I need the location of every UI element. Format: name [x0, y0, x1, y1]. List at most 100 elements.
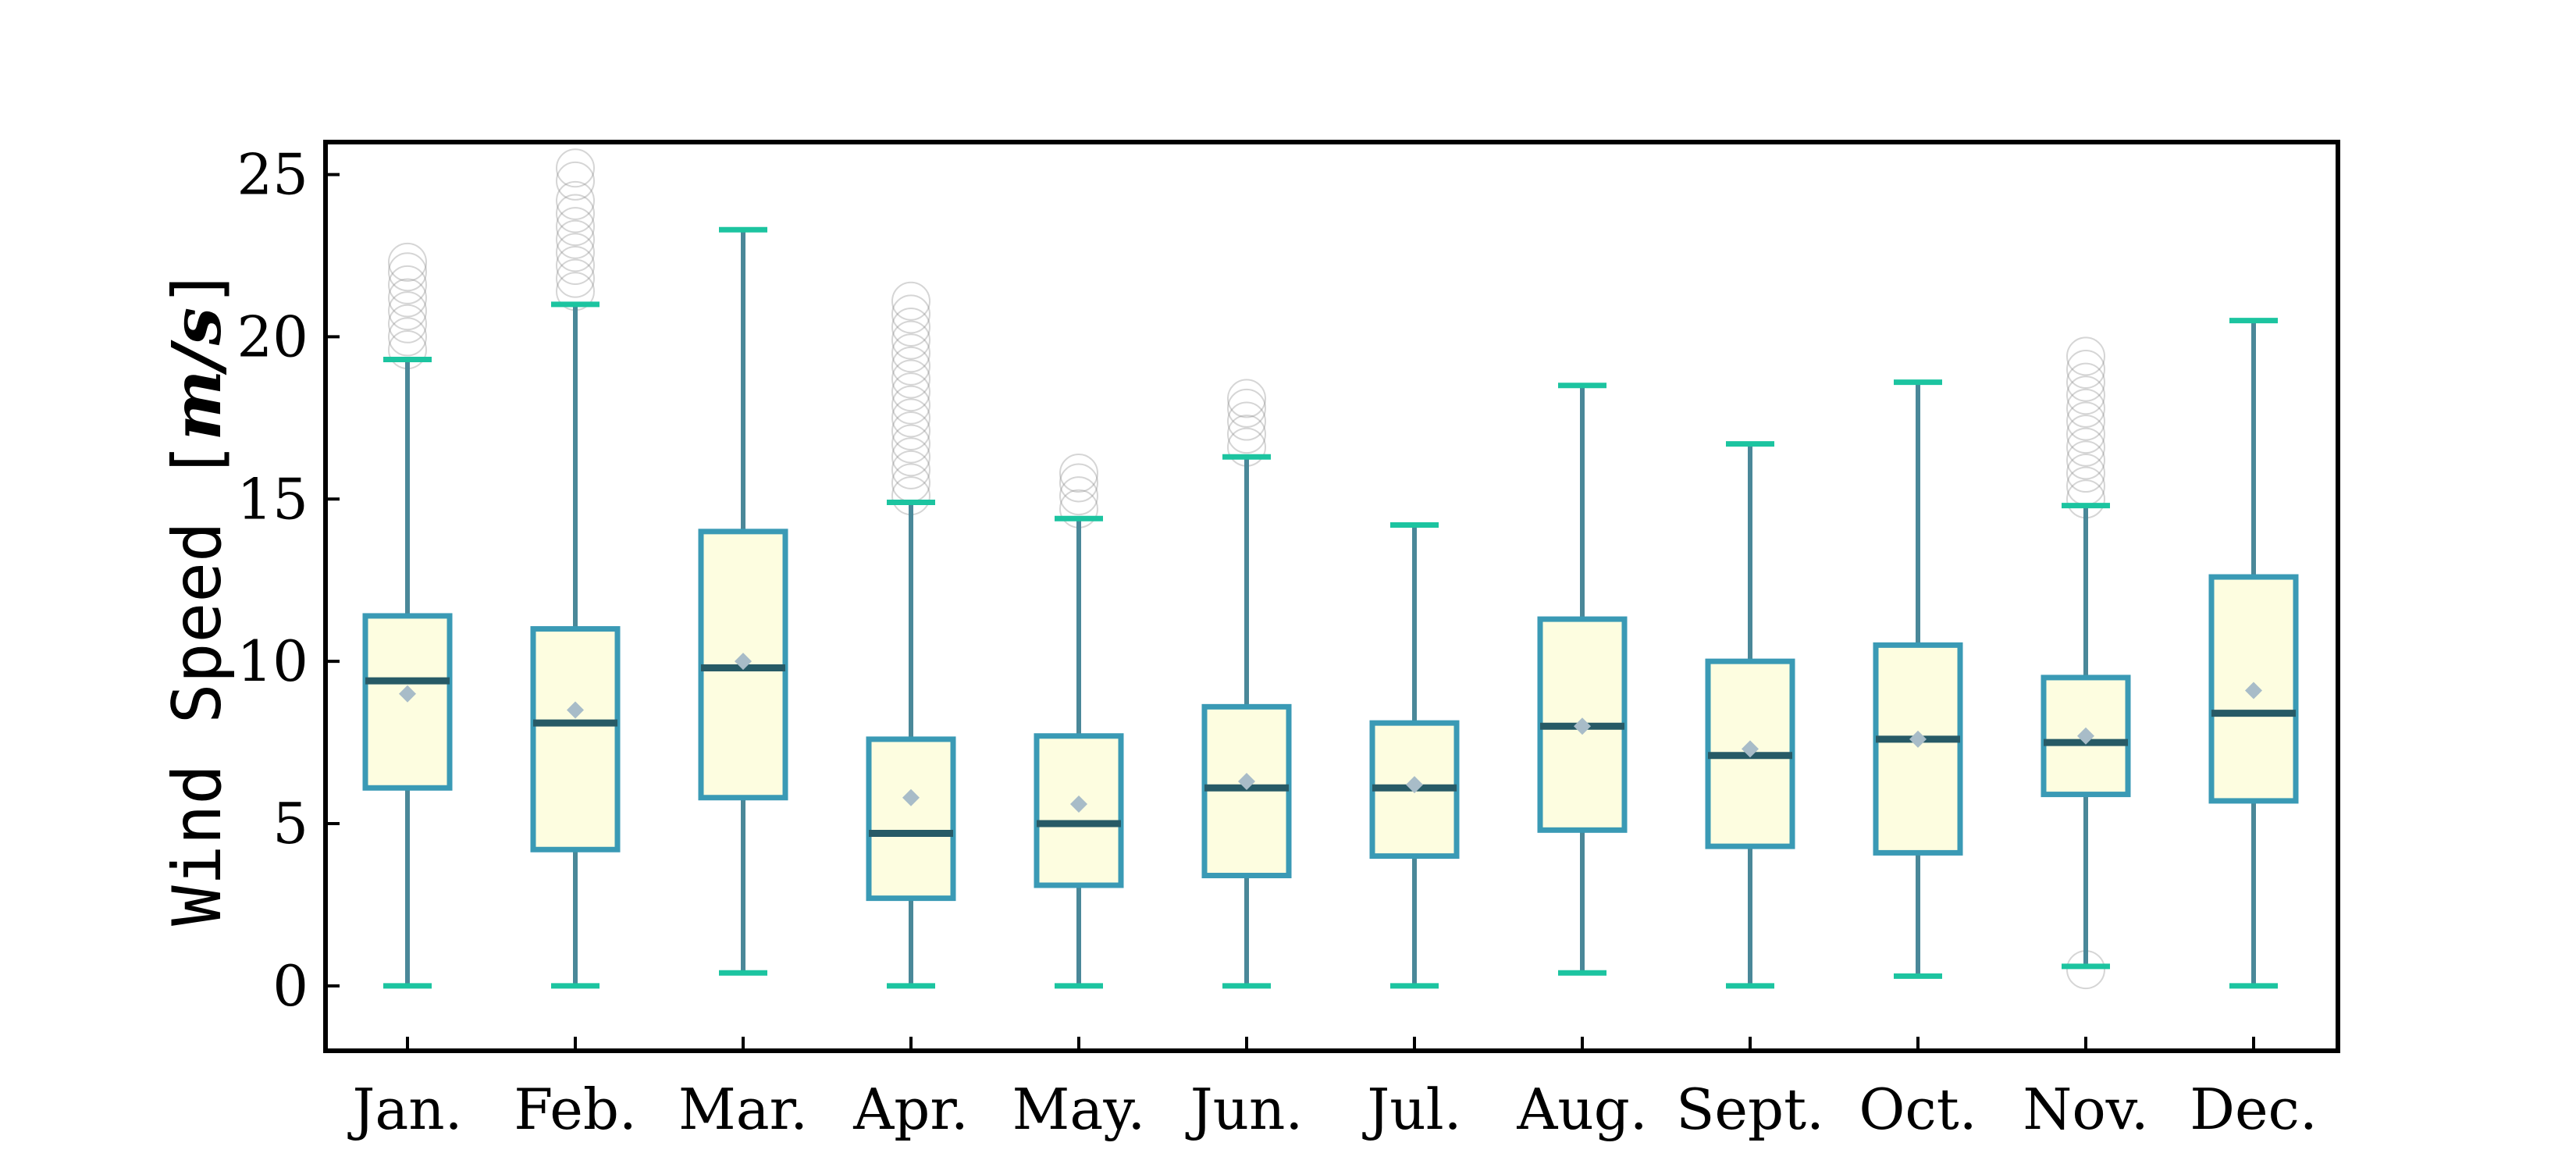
- mean-marker: [902, 788, 920, 806]
- outlier-point: [556, 233, 595, 272]
- iqr-box: [530, 626, 621, 852]
- iqr-box: [866, 736, 956, 902]
- box-group-jun: [1201, 379, 1292, 989]
- x-tick-label: Mar.: [678, 1077, 808, 1142]
- x-tick-label: Dec.: [2190, 1077, 2318, 1142]
- mean-marker: [1909, 730, 1927, 748]
- x-tick-label: Nov.: [2023, 1077, 2148, 1142]
- outlier-point: [388, 291, 427, 331]
- mean-marker: [1574, 717, 1591, 735]
- outlier-point: [891, 372, 930, 412]
- outlier-point: [891, 398, 930, 438]
- x-tick-label: Oct.: [1859, 1077, 1976, 1142]
- outlier-point: [556, 207, 595, 247]
- box-group-may: [1034, 454, 1124, 989]
- outlier-point: [891, 359, 930, 399]
- x-tick-label: Jun.: [1185, 1077, 1304, 1142]
- y-tick-label: 15: [237, 466, 308, 532]
- plot-frame: [323, 140, 2340, 1053]
- mean-marker: [2245, 682, 2262, 699]
- outlier-point: [891, 281, 930, 321]
- outlier-point: [891, 346, 930, 386]
- outlier-point: [891, 320, 930, 360]
- x-tick-label: Apr.: [852, 1077, 968, 1142]
- outlier-point: [2066, 440, 2105, 480]
- outlier-point: [2066, 362, 2105, 402]
- box-group-oct: [1873, 379, 1963, 979]
- x-tick-label: Feb.: [514, 1077, 637, 1142]
- outlier-point: [556, 258, 595, 298]
- y-axis-label-text: Wind Speed [: [158, 441, 237, 926]
- mean-marker: [1742, 740, 1759, 758]
- outlier-point: [1227, 379, 1266, 418]
- outlier-point: [891, 385, 930, 425]
- outlier-point: [891, 307, 930, 347]
- outlier-point: [2066, 350, 2105, 389]
- outlier-point: [891, 294, 930, 334]
- outlier-point: [556, 245, 595, 285]
- mean-marker: [399, 685, 416, 703]
- y-tick-label: 5: [272, 791, 308, 856]
- outlier-point: [556, 148, 595, 188]
- mean-marker: [567, 701, 584, 719]
- outlier-point: [1059, 476, 1098, 516]
- outlier-point: [388, 265, 427, 304]
- y-tick-label: 0: [272, 953, 308, 1019]
- outlier-point: [388, 252, 427, 292]
- mean-marker: [735, 653, 752, 671]
- outlier-point: [2066, 454, 2105, 493]
- outlier-point: [891, 450, 930, 489]
- box-group-apr: [866, 281, 956, 989]
- iqr-box: [1873, 642, 1963, 856]
- box-group-dec: [2208, 318, 2299, 989]
- outlier-point: [891, 333, 930, 373]
- box-group-jul: [1369, 522, 1460, 989]
- y-tick-label: 10: [237, 628, 308, 694]
- outlier-point: [2066, 415, 2105, 454]
- mean-marker: [1406, 776, 1423, 794]
- outlier-point: [388, 304, 427, 343]
- x-tick-label: Aug.: [1516, 1077, 1647, 1142]
- outlier-point: [556, 180, 595, 220]
- box-group-aug: [1537, 383, 1628, 976]
- outlier-point: [556, 219, 595, 259]
- outlier-point: [388, 317, 427, 357]
- outlier-point: [1059, 463, 1098, 503]
- box-group-sept: [1705, 441, 1795, 989]
- box-group-mar: [698, 226, 788, 976]
- outlier-point: [1227, 401, 1266, 441]
- outlier-point: [2066, 401, 2105, 441]
- x-tick-label: Jul.: [1361, 1077, 1461, 1142]
- outlier-point: [891, 437, 930, 477]
- outlier-point: [388, 278, 427, 318]
- outlier-point: [556, 161, 595, 201]
- plot-area: [362, 148, 2299, 990]
- x-axis: Jan. Feb. Mar. Apr. May. Jun. Jul. Aug. Sept. Oct…: [347, 1037, 2318, 1142]
- outlier-point: [2066, 388, 2105, 428]
- y-axis: 0 5 10 15 20 25: [237, 142, 340, 1019]
- y-axis-label: Wind Speed [m/s]: [158, 267, 237, 926]
- outlier-point: [2066, 427, 2105, 467]
- outlier-point: [2066, 376, 2105, 415]
- y-axis-label-unit: m/s: [158, 308, 237, 441]
- y-axis-label-close: ]: [158, 267, 237, 308]
- outlier-point: [388, 242, 427, 282]
- outlier-point: [891, 424, 930, 464]
- outlier-point: [1227, 415, 1266, 454]
- outlier-point: [1059, 454, 1098, 493]
- x-tick-label: Jan.: [347, 1077, 462, 1142]
- box-group-jan: [362, 242, 453, 989]
- mean-marker: [2077, 727, 2094, 745]
- mean-marker: [1070, 795, 1087, 813]
- outlier-point: [2066, 336, 2105, 376]
- y-tick-label: 25: [237, 142, 308, 208]
- mean-marker: [1238, 772, 1255, 790]
- box-group-nov: [2041, 336, 2131, 990]
- outlier-point: [556, 194, 595, 233]
- outlier-point: [891, 411, 930, 450]
- outlier-point: [1227, 388, 1266, 428]
- x-tick-label: Sept.: [1676, 1077, 1824, 1142]
- box-group-feb: [530, 148, 621, 989]
- x-tick-label: May.: [1012, 1077, 1146, 1142]
